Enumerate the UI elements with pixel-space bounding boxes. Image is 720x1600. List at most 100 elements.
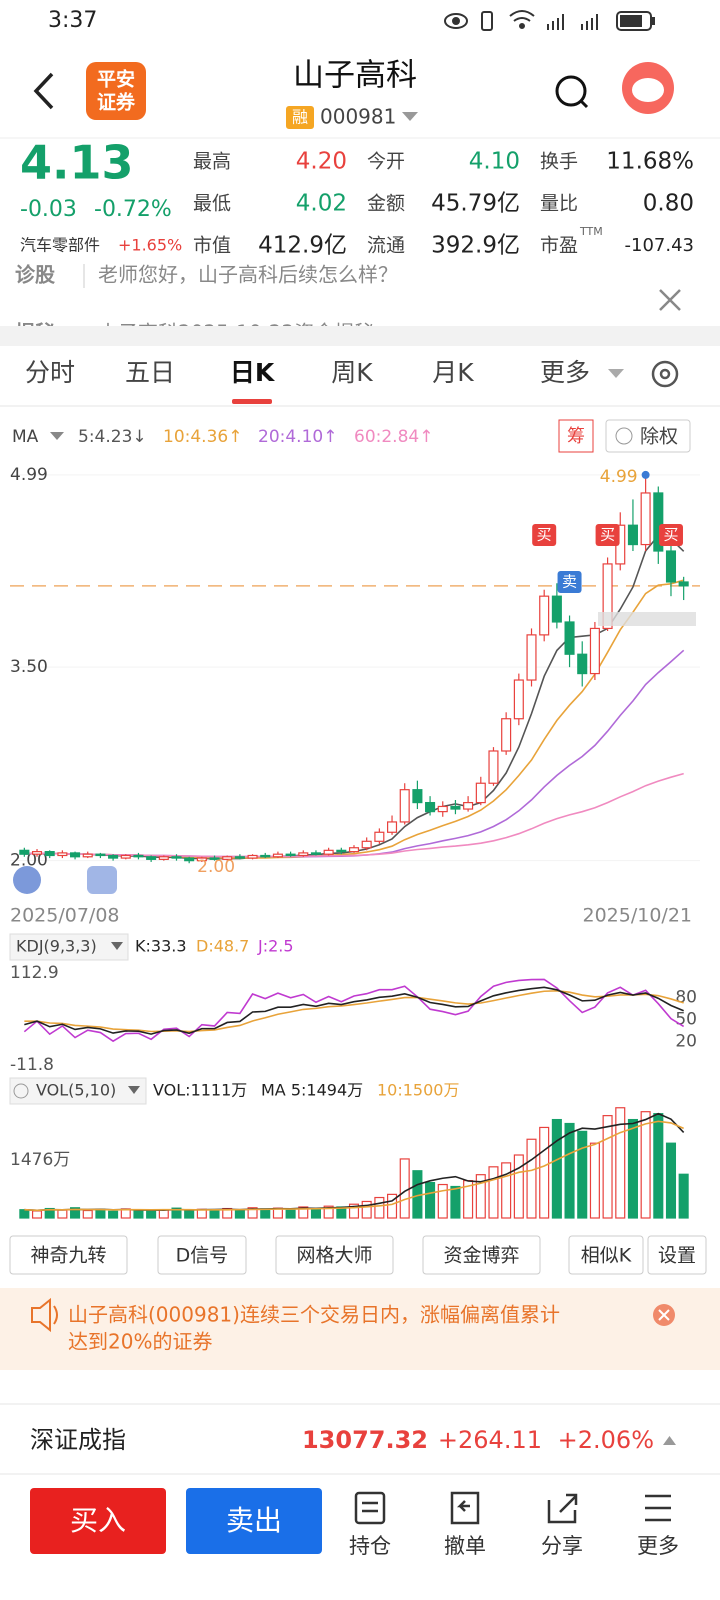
stat-label: 量比 bbox=[540, 193, 578, 215]
last-price: 4.13 bbox=[20, 136, 134, 190]
exright-button[interactable] bbox=[605, 419, 691, 453]
candle-body bbox=[488, 750, 499, 784]
volume-bar bbox=[640, 1111, 651, 1219]
action-label[interactable]: 分享 bbox=[541, 1534, 583, 1558]
kdj-label: KDJ(9,3,3) bbox=[16, 937, 97, 956]
position-icon-lines bbox=[362, 1501, 378, 1513]
alert-banner[interactable] bbox=[0, 1288, 720, 1370]
y-tick-label: 50 bbox=[675, 1009, 697, 1029]
code-dropdown[interactable] bbox=[402, 112, 418, 121]
chip-button[interactable] bbox=[558, 419, 594, 453]
volume-bar bbox=[539, 1126, 550, 1219]
index-expand[interactable] bbox=[663, 1436, 676, 1445]
tool-button[interactable] bbox=[157, 1235, 247, 1275]
y-tick-label: 80 bbox=[675, 987, 697, 1007]
sell-text: 卖出 bbox=[226, 1504, 282, 1537]
volume-bar bbox=[285, 1208, 296, 1219]
vol-selector[interactable] bbox=[9, 1077, 147, 1105]
buy-button[interactable] bbox=[30, 1488, 166, 1554]
tool-button[interactable] bbox=[275, 1235, 394, 1275]
trade-marker-text: 卖 bbox=[562, 573, 577, 591]
tool-button[interactable] bbox=[647, 1235, 707, 1275]
date-label: 2025/07/08 bbox=[10, 905, 120, 927]
volume-bar bbox=[615, 1107, 626, 1219]
candle-body bbox=[374, 831, 385, 842]
ma-label: MA bbox=[12, 427, 39, 447]
kdj-line bbox=[24, 986, 684, 1035]
back-button[interactable] bbox=[33, 72, 54, 110]
stat-value: 45.79亿 bbox=[431, 191, 520, 217]
kdj-k: K:33.3 bbox=[135, 937, 187, 956]
volume-bar bbox=[82, 1209, 93, 1219]
tool-button[interactable] bbox=[568, 1235, 644, 1275]
tab[interactable]: 五日 bbox=[125, 358, 175, 387]
stat-value: 11.68% bbox=[606, 149, 694, 175]
volume-bar bbox=[602, 1115, 613, 1219]
tool-button[interactable] bbox=[9, 1235, 128, 1275]
ma-value: 20:4.10↑ bbox=[258, 427, 337, 447]
candle-body bbox=[272, 853, 283, 858]
volume-bar bbox=[513, 1154, 524, 1219]
candle-body bbox=[285, 853, 296, 857]
candle-body bbox=[551, 595, 562, 623]
candle-body bbox=[19, 849, 30, 855]
volume-bar bbox=[57, 1209, 68, 1219]
trade-marker bbox=[532, 524, 557, 546]
stat-label: 换手 bbox=[540, 151, 578, 173]
tool-button[interactable] bbox=[422, 1235, 541, 1275]
sell-button[interactable] bbox=[186, 1488, 322, 1554]
sector-name: 汽车零部件 bbox=[20, 236, 100, 255]
price-change: -0.03 bbox=[20, 197, 77, 222]
search-button[interactable] bbox=[555, 75, 589, 109]
action-label[interactable]: 持仓 bbox=[349, 1534, 391, 1558]
candle-body bbox=[475, 782, 486, 804]
volume-bar bbox=[31, 1210, 43, 1219]
kdj-dropdown bbox=[111, 942, 123, 950]
tab[interactable]: 分时 bbox=[25, 358, 75, 387]
candle-body bbox=[247, 854, 258, 859]
nav-left[interactable] bbox=[13, 866, 41, 894]
tool-text: D信号 bbox=[176, 1245, 229, 1267]
candle-body bbox=[627, 524, 638, 546]
trade-marker-text: 买 bbox=[663, 526, 678, 544]
kdj-line bbox=[23, 978, 685, 1043]
tab-dropdown bbox=[608, 369, 624, 378]
volume-bar bbox=[247, 1207, 258, 1219]
volume-bar bbox=[425, 1181, 436, 1219]
action-label[interactable]: 更多 bbox=[637, 1534, 679, 1558]
volume-bar bbox=[450, 1185, 461, 1219]
stat-value: -107.43 bbox=[625, 235, 694, 256]
ma-value: 60:2.84↑ bbox=[354, 427, 433, 447]
volume-bar bbox=[361, 1200, 372, 1219]
action-label[interactable]: 撤单 bbox=[444, 1534, 486, 1558]
volume-bar bbox=[70, 1207, 81, 1219]
candle-body bbox=[361, 840, 372, 849]
volume-bar bbox=[310, 1207, 322, 1219]
nav-zoom[interactable] bbox=[87, 866, 117, 894]
cost-band bbox=[598, 612, 696, 626]
candle-body bbox=[463, 801, 474, 810]
tab[interactable]: 日K bbox=[230, 358, 276, 387]
volume-bar bbox=[653, 1113, 664, 1219]
volume-bar bbox=[171, 1207, 182, 1219]
stat-label: 今开 bbox=[367, 151, 405, 173]
tab[interactable]: 更多 bbox=[540, 358, 590, 387]
news-strip[interactable] bbox=[0, 262, 720, 330]
kdj-d: D:48.7 bbox=[196, 937, 249, 956]
candle-body bbox=[577, 653, 588, 675]
vol-ma10: 10:1500万 bbox=[377, 1081, 459, 1100]
kdj-selector[interactable] bbox=[9, 933, 129, 961]
ma-dropdown[interactable] bbox=[50, 432, 64, 440]
tab[interactable]: 月K bbox=[432, 358, 474, 387]
volume-bar bbox=[551, 1118, 562, 1219]
share-icon bbox=[547, 1493, 578, 1524]
candle-body bbox=[437, 805, 448, 813]
candle-body bbox=[234, 856, 245, 859]
alert-icon bbox=[31, 1297, 58, 1333]
news-close[interactable] bbox=[659, 289, 681, 311]
chart-settings[interactable] bbox=[651, 360, 679, 388]
tab[interactable]: 周K bbox=[331, 358, 373, 387]
index-change: +264.11 bbox=[438, 1426, 542, 1454]
candle-body bbox=[184, 857, 195, 862]
stat-value: 0.80 bbox=[643, 191, 694, 217]
